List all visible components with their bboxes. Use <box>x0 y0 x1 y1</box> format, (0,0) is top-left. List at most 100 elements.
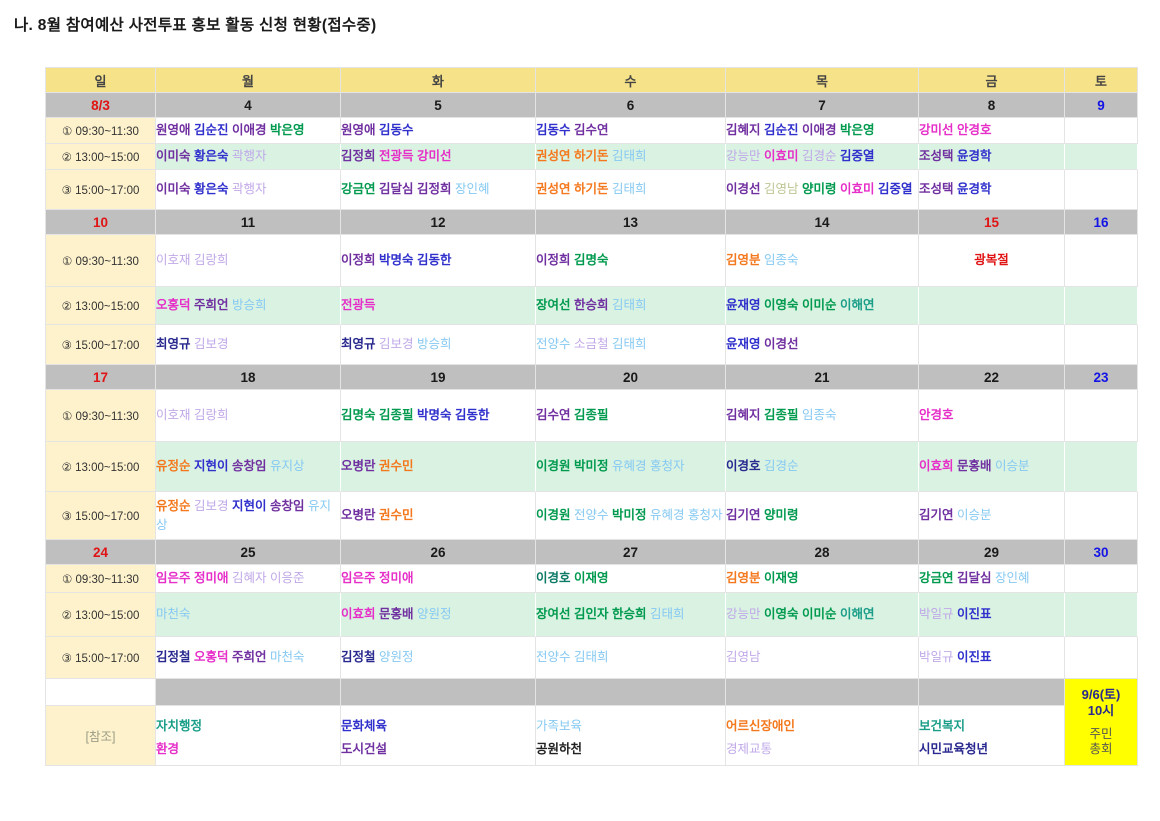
reference-cell: 어르신장애인 경제교통 <box>726 706 919 766</box>
person-name: 이재영 <box>574 571 609 586</box>
person-name: 원영애 <box>156 123 191 138</box>
person-name: 김정철 <box>341 650 376 665</box>
schedule-row: ③ 15:00~17:00 최영규 김보경 최영규 김보경 방승희 전양수 소금철… <box>46 325 1138 365</box>
schedule-cell: 임은주 정미애 <box>341 565 536 593</box>
category-name: 경제교통 <box>726 741 773 756</box>
person-name: 이호재 <box>156 408 191 423</box>
person-name: 최영규 <box>156 337 191 352</box>
schedule-cell: 김영분 임종숙 <box>726 235 919 287</box>
person-name: 김종필 <box>379 408 414 423</box>
person-name: 홍청자 <box>650 459 685 474</box>
person-name: 김경순 <box>802 149 837 164</box>
person-name: 김태희 <box>574 650 609 665</box>
time-slot-label: ② 13:00~15:00 <box>46 144 156 170</box>
schedule-cell <box>1065 325 1138 365</box>
schedule-cell: 이정희 김명숙 <box>536 235 726 287</box>
schedule-cell: 오홍덕 주희언 방승희 <box>156 287 341 325</box>
page-title: 나. 8월 참여예산 사전투표 홍보 활동 신청 현황(접수중) <box>14 17 377 34</box>
person-name: 지현이 <box>232 499 267 514</box>
schedule-cell: 이효희 문홍배 이승분 <box>919 442 1065 492</box>
person-name: 최영규 <box>341 337 376 352</box>
person-name: 김혜자 <box>232 571 267 586</box>
schedule-row: ② 13:00~15:00 오홍덕 주희언 방승희 전광득 장여선 한승희 김태희… <box>46 287 1138 325</box>
spacer-cell <box>919 679 1065 706</box>
schedule-cell: 김정철 양원정 <box>341 637 536 679</box>
person-name: 곽행자 <box>232 182 267 197</box>
spacer-cell <box>536 679 726 706</box>
person-name: 박은영 <box>840 123 875 138</box>
schedule-cell: 박일규 이진표 <box>919 593 1065 637</box>
person-name: 이효미 <box>764 149 799 164</box>
date-cell: 24 <box>46 540 156 565</box>
schedule-cell <box>919 287 1065 325</box>
schedule-cell: 이경원 박미정 유혜경 홍청자 <box>536 442 726 492</box>
meeting-note-date: 9/6(토) 10시 <box>1081 686 1121 718</box>
schedule-row: ③ 15:00~17:00 김정철 오홍덕 주희언 마천숙 김정철 양원정 전양수… <box>46 637 1138 679</box>
person-name: 김기연 <box>726 508 761 523</box>
person-name: 오홍덕 <box>194 650 229 665</box>
spacer-cell <box>46 679 156 706</box>
date-cell: 29 <box>919 540 1065 565</box>
person-name: 전광득 <box>341 298 376 313</box>
schedule-cell: 이정희 박명숙 김동한 <box>341 235 536 287</box>
person-name: 박일규 <box>919 607 954 622</box>
person-name: 임은주 <box>341 571 376 586</box>
person-name: 강능만 <box>726 149 761 164</box>
person-name: 김영분 <box>726 571 761 586</box>
date-row: 24 25 26 27 28 29 30 <box>46 540 1138 565</box>
person-name: 김달심 <box>957 571 992 586</box>
person-name: 이경호 <box>726 459 761 474</box>
person-name: 장여선 <box>536 607 571 622</box>
person-name: 이영숙 <box>764 607 799 622</box>
schedule-cell: 이미숙 황은숙 곽행자 <box>156 144 341 170</box>
person-name: 박은영 <box>270 123 305 138</box>
person-name: 김랑희 <box>194 408 229 423</box>
schedule-cell: 원영애 김동수 <box>341 118 536 144</box>
schedule-cell: 원영애 김순진 이애경 박은영 <box>156 118 341 144</box>
person-name: 오병란 <box>341 508 376 523</box>
person-name: 김태희 <box>612 182 647 197</box>
category-name: 공원하천 <box>536 741 583 756</box>
person-name: 김태희 <box>650 607 685 622</box>
schedule-cell: 전양수 소금철 김태희 <box>536 325 726 365</box>
date-cell: 12 <box>341 210 536 235</box>
reference-cell: 가족보육 공원하천 <box>536 706 726 766</box>
person-name: 이진표 <box>957 607 992 622</box>
schedule-cell: 유정순 김보경 지현이 송창임 유지상 <box>156 492 341 540</box>
person-name: 김종필 <box>764 408 799 423</box>
person-name: 이미순 <box>802 298 837 313</box>
person-name: 김중열 <box>878 182 913 197</box>
schedule-cell: 김영남 <box>726 637 919 679</box>
date-cell: 8/3 <box>46 93 156 118</box>
person-name: 전양수 <box>536 650 571 665</box>
time-slot-label: ② 13:00~15:00 <box>46 287 156 325</box>
person-name: 윤경학 <box>957 149 992 164</box>
meeting-note-title: 주민 총회 <box>1089 727 1113 757</box>
person-name: 김정희 <box>417 182 452 197</box>
person-name: 소금철 <box>574 337 609 352</box>
schedule-cell <box>1065 144 1138 170</box>
schedule-cell: 이경원 전양수 박미정 유혜경 홍청자 <box>536 492 726 540</box>
person-name: 김혜지 <box>726 408 761 423</box>
reference-row: [참조] 자치행정 환경 문화체육 도시건설 가족보육 공원하천 어르신장애인 경제교통 보건복지… <box>46 706 1138 766</box>
person-name: 김수연 <box>574 123 609 138</box>
date-cell: 15 <box>919 210 1065 235</box>
schedule-cell: 이호재 김랑희 <box>156 235 341 287</box>
person-name: 정미애 <box>194 571 229 586</box>
reference-cell: 보건복지 시민교육청년 <box>919 706 1065 766</box>
person-name: 이경원 <box>536 459 571 474</box>
schedule-cell <box>1065 390 1138 442</box>
date-cell: 17 <box>46 365 156 390</box>
day-header: 목 <box>726 68 919 93</box>
person-name: 이애경 <box>232 123 267 138</box>
schedule-cell: 강금연 김달심 장인혜 <box>919 565 1065 593</box>
day-header: 금 <box>919 68 1065 93</box>
person-name: 이경원 <box>536 508 571 523</box>
schedule-cell: 이미숙 황은숙 곽행자 <box>156 170 341 210</box>
person-name: 안경호 <box>957 123 992 138</box>
person-name: 김태희 <box>612 337 647 352</box>
person-name: 이승분 <box>995 459 1030 474</box>
person-name: 방승희 <box>417 337 452 352</box>
schedule-cell: 김정철 오홍덕 주희언 마천숙 <box>156 637 341 679</box>
